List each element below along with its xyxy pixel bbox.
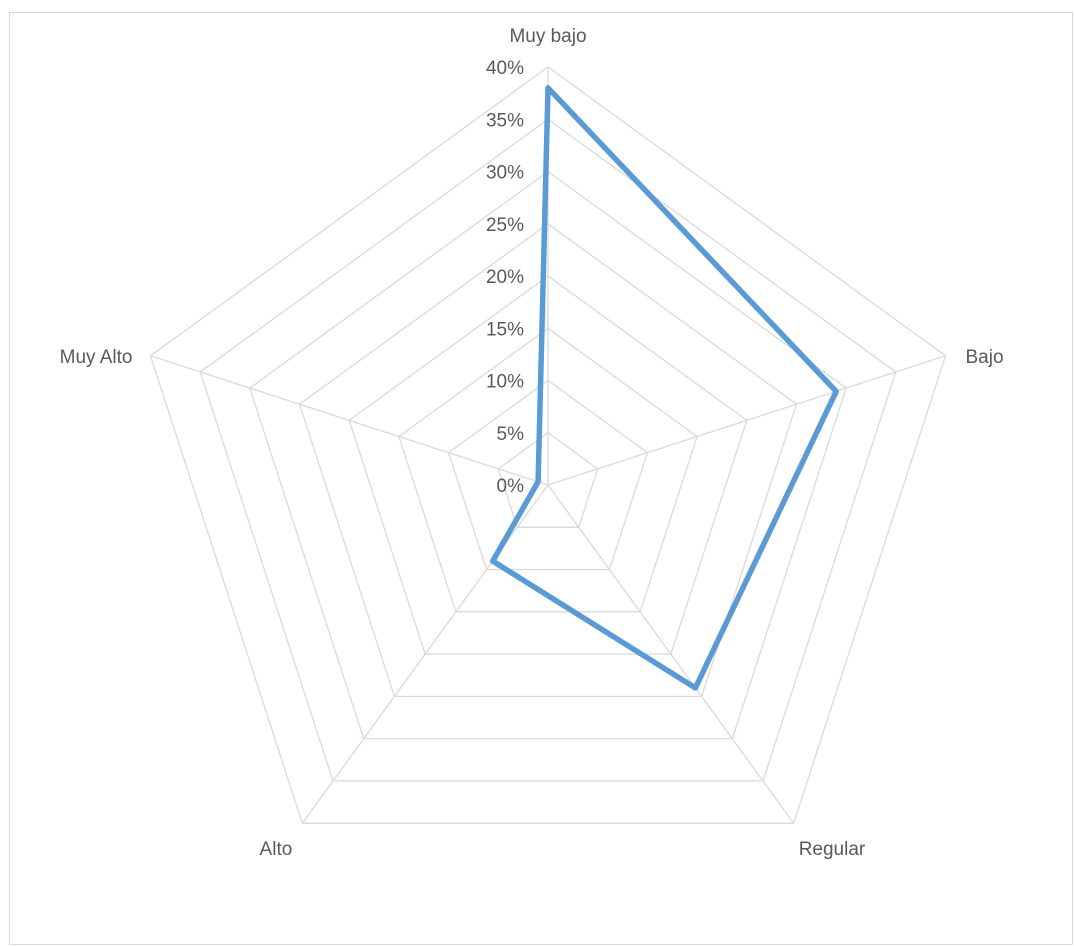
grid-spoke xyxy=(150,355,549,486)
radial-tick-label: 15% xyxy=(486,319,524,340)
radial-tick-label: 25% xyxy=(486,215,524,236)
category-label: Muy bajo xyxy=(509,26,586,47)
series-line xyxy=(489,85,839,691)
category-label: Muy Alto xyxy=(60,347,133,368)
radial-tick-label: 20% xyxy=(486,267,524,288)
radial-tick-labels: 0% 5% 10% 15% 20% 25% 30% 35% 40% xyxy=(486,58,524,497)
category-labels: Muy bajo Bajo Regular Alto Muy Alto xyxy=(60,26,1004,860)
grid-ring xyxy=(298,222,798,698)
grid-ring xyxy=(149,66,947,824)
category-label: Bajo xyxy=(966,347,1004,368)
grid-ring xyxy=(497,431,599,528)
category-label: Regular xyxy=(799,839,866,860)
grid-ring xyxy=(447,379,649,571)
series-layer xyxy=(489,85,839,691)
grid-ring xyxy=(348,275,748,655)
chart-frame xyxy=(9,12,1073,945)
radial-tick-label: 10% xyxy=(486,372,524,393)
grid-spoke xyxy=(547,355,946,486)
radial-tick-label: 30% xyxy=(486,163,524,184)
radial-tick-label: 40% xyxy=(486,58,524,79)
category-label: Alto xyxy=(260,839,293,860)
grid-spoke xyxy=(547,484,795,824)
radial-tick-label: 35% xyxy=(486,110,524,131)
grid-ring xyxy=(199,118,897,782)
grid-ring xyxy=(398,327,698,613)
radial-tick-label: 5% xyxy=(497,424,525,445)
radial-tick-label: 0% xyxy=(497,476,525,497)
radar-grid xyxy=(149,66,947,824)
